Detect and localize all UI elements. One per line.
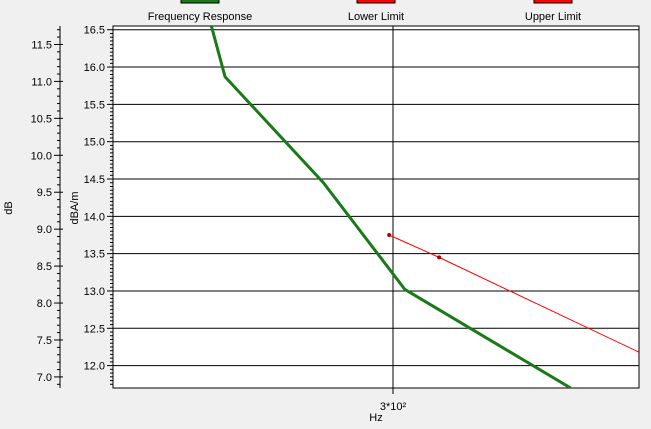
legend-label: Frequency Response — [148, 11, 253, 23]
series-marker — [437, 255, 442, 260]
outer-tick-label: 8.0 — [37, 298, 52, 310]
inner-tick-label: 13.0 — [84, 286, 105, 298]
inner-tick-label: 16.5 — [84, 25, 105, 37]
legend-label: Lower Limit — [348, 11, 404, 23]
outer-tick-label: 10.0 — [31, 150, 52, 162]
axes: 12.0 12.5 13.0 13.5 14.0 14.5 15.0 15.5 16.0 16.5… — [31, 25, 394, 394]
inner-tick-label: 15.5 — [84, 99, 105, 111]
y-axis-label-outer: dB — [3, 201, 15, 214]
inner-tick-label: 12.0 — [84, 361, 105, 373]
outer-tick-label: 7.0 — [37, 372, 52, 384]
outer-tick-label: 8.5 — [37, 261, 52, 273]
x-tick-label: 3*10² — [380, 401, 407, 413]
inner-tick-label: 15.0 — [84, 137, 105, 149]
inner-tick-label: 14.0 — [84, 211, 105, 223]
inner-tick-label: 14.5 — [84, 174, 105, 186]
inner-tick-label: 13.5 — [84, 249, 105, 261]
plot-area — [112, 25, 640, 389]
series-layer — [209, 26, 639, 388]
legend-swatch — [356, 0, 396, 4]
legend-swatch — [180, 0, 220, 4]
outer-tick-label: 9.5 — [37, 187, 52, 199]
x-axis-label: Hz — [369, 412, 382, 424]
outer-tick-label: 10.5 — [31, 113, 52, 125]
outer-tick-label: 11.0 — [31, 76, 52, 88]
inner-tick-label: 12.5 — [84, 323, 105, 335]
legend-label: Upper Limit — [525, 11, 581, 23]
series-marker — [387, 232, 392, 237]
legend: Frequency Response Lower Limit Upper Limit — [148, 0, 581, 23]
outer-tick-label: 11.5 — [31, 39, 52, 51]
inner-tick-label: 16.0 — [84, 62, 105, 74]
y-axis-label-inner: dBA/m — [69, 191, 81, 224]
grid — [113, 26, 639, 388]
outer-tick-label: 9.0 — [37, 224, 52, 236]
series-line — [209, 26, 572, 388]
legend-swatch — [533, 0, 573, 4]
outer-tick-label: 7.5 — [37, 335, 52, 347]
